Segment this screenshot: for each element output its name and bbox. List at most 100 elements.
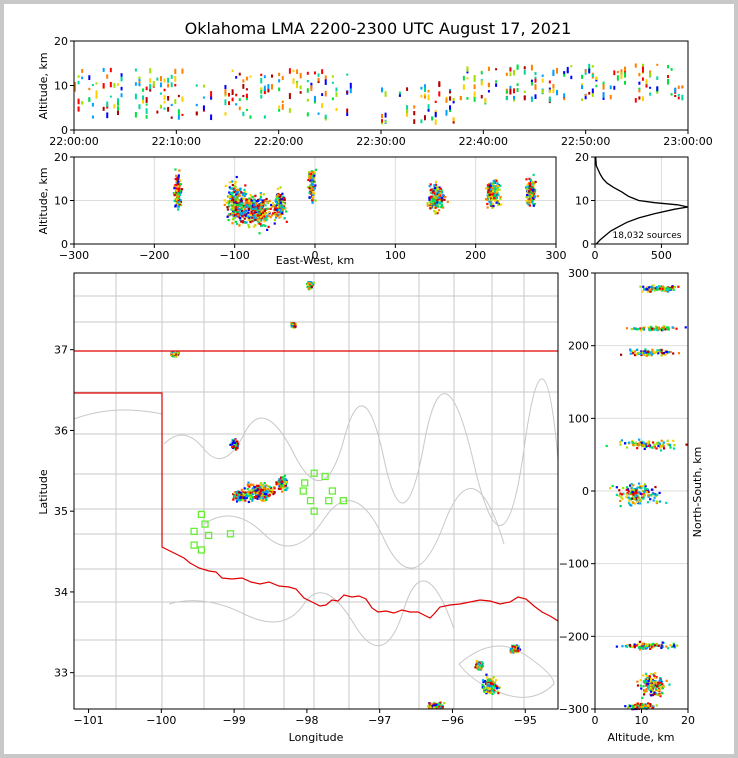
time-source-point xyxy=(548,80,551,84)
ns-source-point xyxy=(650,289,653,292)
time-xtick: 22:20:00 xyxy=(254,135,303,148)
ew-source-point xyxy=(240,197,243,200)
time-source-point xyxy=(306,98,309,102)
time-source-point xyxy=(91,102,94,107)
map-source-point xyxy=(237,496,240,499)
map-source-point xyxy=(263,499,266,502)
ew-source-point xyxy=(223,203,226,206)
map-source-point xyxy=(275,481,278,484)
ew-source-point xyxy=(234,182,237,185)
ew-source-point xyxy=(231,187,235,190)
ew-source-point xyxy=(177,201,180,204)
map-source-point xyxy=(481,665,485,668)
map-source-point xyxy=(311,284,314,287)
ew-source-point xyxy=(243,192,246,195)
ns-source-point xyxy=(626,486,629,489)
map-source-point xyxy=(489,682,493,685)
ns-source-point xyxy=(646,705,649,709)
time-source-point xyxy=(195,103,198,107)
map-source-point xyxy=(278,478,281,481)
ew-source-point xyxy=(256,218,259,221)
ns-source-point xyxy=(637,643,640,646)
ew-source-point xyxy=(173,187,176,190)
ns-source-point xyxy=(622,486,625,490)
ns-source-point xyxy=(652,705,655,708)
ns-source-point xyxy=(653,674,656,677)
time-source-point xyxy=(523,66,526,70)
time-source-point xyxy=(77,80,80,85)
ew-source-point xyxy=(245,198,248,201)
map-source-point xyxy=(250,494,253,497)
ew-source-point xyxy=(271,202,275,205)
ew-source-point xyxy=(532,173,535,176)
ew-source-point xyxy=(275,209,278,212)
ew-source-point xyxy=(487,189,490,192)
time-source-point xyxy=(331,75,334,78)
ns-source-point xyxy=(649,647,652,651)
time-source-point xyxy=(487,90,490,93)
ew-source-point xyxy=(253,216,256,219)
ns-source-point xyxy=(629,493,632,496)
ns-source-point xyxy=(636,500,639,504)
ew-source-point xyxy=(233,213,236,216)
ns-source-point xyxy=(630,482,633,486)
time-source-point xyxy=(242,79,245,83)
map-source-point xyxy=(478,664,481,667)
ew-source-point xyxy=(492,185,495,188)
time-source-point xyxy=(413,111,416,116)
time-source-point xyxy=(588,68,591,74)
ns-source-point xyxy=(650,694,653,697)
ns-source-point xyxy=(639,485,642,488)
ns-source-point xyxy=(667,327,670,330)
ns-source-point xyxy=(655,351,658,354)
ew-source-point xyxy=(431,197,434,200)
ns-source-point xyxy=(651,493,654,496)
ew-ytick: 0 xyxy=(61,238,68,251)
chart-canvas: Oklahoma LMA 2200-2300 UTC August 17, 20… xyxy=(37,19,713,744)
map-source-point xyxy=(264,493,267,496)
time-source-point xyxy=(156,77,159,81)
ns-source-point xyxy=(669,287,672,290)
time-source-point xyxy=(134,93,137,100)
map-source-point xyxy=(240,498,243,501)
map-source-point xyxy=(263,494,266,497)
ew-source-point xyxy=(230,204,233,207)
map-source-point xyxy=(264,485,267,488)
time-source-point xyxy=(306,71,309,75)
map-source-point xyxy=(241,491,244,494)
ew-source-point xyxy=(241,220,245,223)
ew-source-point xyxy=(488,183,491,186)
time-source-point xyxy=(195,111,198,116)
map-source-point xyxy=(432,704,435,707)
ns-source-point xyxy=(658,348,661,352)
map-source-point xyxy=(251,492,254,496)
ew-source-point xyxy=(236,222,239,225)
ns-source-point xyxy=(659,443,662,447)
ns-source-point xyxy=(650,687,653,690)
ew-source-point xyxy=(243,208,246,211)
map-source-point xyxy=(306,283,309,286)
ew-source-point xyxy=(236,199,239,202)
lma-station-marker xyxy=(328,487,337,495)
map-source-point xyxy=(233,495,237,498)
time-source-point xyxy=(138,81,141,86)
ew-source-point xyxy=(257,207,260,210)
map-source-point xyxy=(248,485,251,488)
time-source-point xyxy=(202,96,205,99)
time-source-point xyxy=(313,71,316,75)
source-count-annotation: 18,032 sources xyxy=(613,231,682,241)
time-source-point xyxy=(563,71,566,74)
time-ytick: 10 xyxy=(54,80,68,93)
ew-source-point xyxy=(493,199,496,202)
ew-source-point xyxy=(275,206,279,210)
map-source-point xyxy=(435,703,438,706)
ew-source-point xyxy=(491,183,494,186)
ns-source-point xyxy=(660,354,663,357)
time-source-point xyxy=(645,79,648,84)
time-source-point xyxy=(591,88,594,94)
ns-source-point xyxy=(639,684,642,687)
time-source-point xyxy=(541,78,544,83)
time-source-point xyxy=(167,96,170,101)
ew-source-point xyxy=(529,187,532,190)
ns-source-point xyxy=(657,684,661,688)
